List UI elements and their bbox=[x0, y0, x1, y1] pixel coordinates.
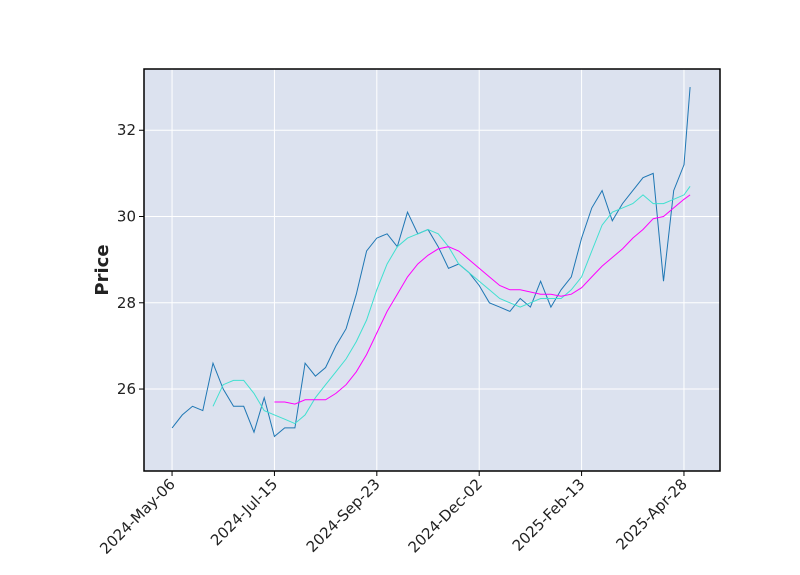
y-tick-label: 32 bbox=[117, 121, 136, 139]
y-tick-label: 26 bbox=[117, 380, 136, 398]
price-line bbox=[274, 194, 691, 405]
plot-area bbox=[144, 69, 720, 471]
price-line bbox=[212, 186, 691, 425]
x-tick-label: 2025-Apr-28 bbox=[612, 475, 690, 553]
x-tick-label: 2025-Feb-13 bbox=[509, 475, 589, 555]
x-tick-label: 2024-Dec-02 bbox=[405, 475, 486, 556]
x-tick-label: 2024-Jul-15 bbox=[207, 475, 281, 549]
x-tick-label: 2024-May-06 bbox=[96, 475, 179, 558]
y-tick-label: 28 bbox=[117, 294, 136, 312]
y-axis-label: Price bbox=[92, 244, 113, 295]
axes-frame bbox=[143, 68, 721, 472]
price-line bbox=[171, 87, 691, 438]
x-tick-label: 2024-Sep-23 bbox=[303, 475, 384, 556]
y-tick-label: 30 bbox=[117, 208, 136, 226]
